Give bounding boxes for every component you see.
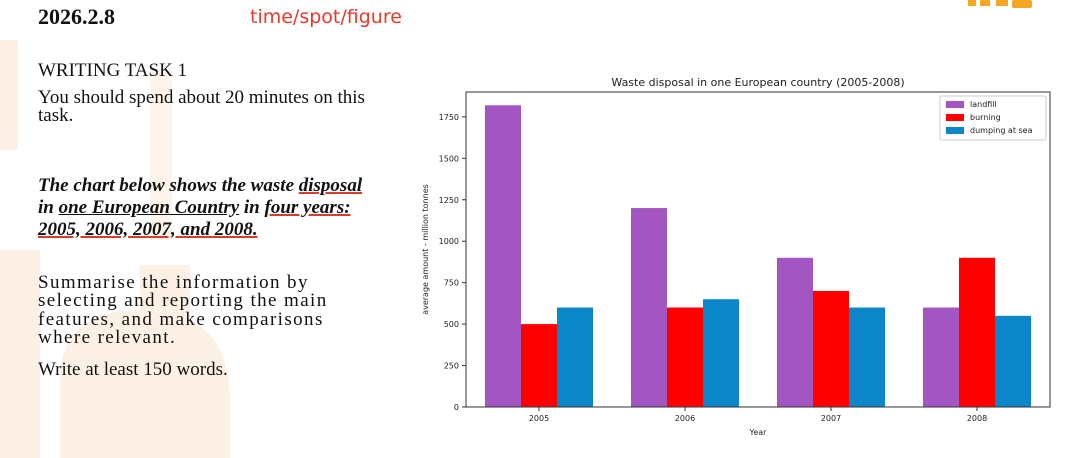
bar-landfill-2005: [485, 105, 521, 407]
prompt-part: in: [38, 196, 59, 218]
bar-burning-2006: [667, 307, 703, 407]
writing-task-panel: WRITING TASK 1 You should spend about 20…: [38, 60, 378, 381]
bar-chart: Waste disposal in one European country (…: [421, 76, 1051, 437]
chart-title: Waste disposal in one European country (…: [611, 76, 904, 89]
chart-container: Waste disposal in one European country (…: [404, 66, 1060, 438]
x-axis-label: Year: [749, 428, 768, 437]
bar-landfill-2007: [777, 257, 813, 407]
legend-label: burning: [970, 113, 1001, 122]
prompt-part: The chart below shows the waste: [38, 174, 299, 196]
prompt-part-underlined: disposal: [298, 174, 363, 196]
y-tick-label: 1500: [439, 154, 459, 163]
bar-landfill-2006: [631, 208, 667, 407]
legend-label: landfill: [970, 100, 997, 109]
x-tick-label: 2008: [967, 414, 987, 423]
bar-dumping-at-sea-2007: [849, 307, 885, 407]
x-tick-label: 2007: [821, 414, 841, 423]
y-tick-label: 1250: [439, 196, 459, 205]
x-tick-label: 2005: [529, 414, 549, 423]
legend-swatch: [946, 127, 964, 134]
prompt-part: in: [239, 196, 265, 218]
legend-swatch: [946, 114, 964, 121]
y-axis-label: average amount - million tonnes: [421, 184, 430, 315]
y-tick-label: 0: [454, 403, 459, 412]
prompt-part-underlined: four years: 2005, 2006, 2007, and 2008.: [38, 196, 351, 240]
summary-instruction: Summarise the information by selecting a…: [38, 272, 328, 348]
y-tick-label: 1750: [439, 113, 459, 122]
bar-dumping-at-sea-2005: [557, 307, 593, 407]
task-heading: WRITING TASK 1: [38, 60, 188, 81]
task-prompt: The chart below shows the waste disposal…: [38, 175, 368, 241]
topic-tag: time/spot/figure: [250, 6, 402, 28]
legend-label: dumping at sea: [970, 126, 1033, 135]
word-count-instruction: Write at least 150 words.: [38, 358, 228, 380]
plot-frame: [465, 91, 1051, 408]
y-tick-label: 1000: [439, 237, 459, 246]
y-tick-label: 250: [444, 362, 459, 371]
bar-dumping-at-sea-2008: [995, 315, 1031, 407]
background-watermark: [0, 40, 230, 458]
bar-landfill-2008: [923, 307, 959, 407]
legend-swatch: [946, 101, 964, 108]
y-tick-label: 750: [444, 279, 459, 288]
bar-dumping-at-sea-2006: [703, 299, 739, 407]
prompt-part-underlined: one European Country: [58, 196, 240, 218]
bar-burning-2005: [521, 324, 557, 407]
brand-logo: [968, 0, 1032, 8]
x-tick-label: 2006: [675, 414, 695, 423]
legend-box: [939, 95, 1047, 141]
bar-burning-2007: [813, 290, 849, 407]
bar-burning-2008: [959, 257, 995, 407]
date-label: 2026.2.8: [38, 4, 115, 29]
time-instruction: You should spend about 20 minutes on thi…: [38, 86, 365, 126]
y-tick-label: 500: [444, 320, 459, 329]
